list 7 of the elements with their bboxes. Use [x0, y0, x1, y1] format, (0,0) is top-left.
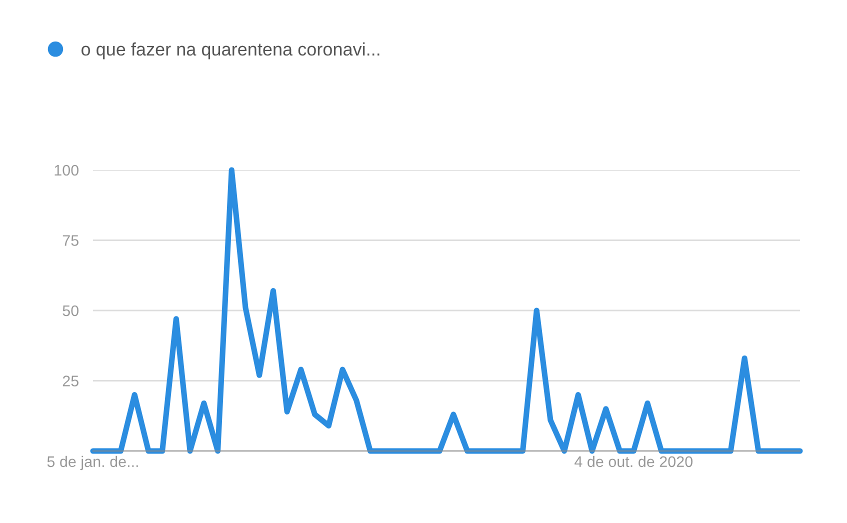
- y-tick-label: 75: [62, 235, 78, 246]
- x-tick-label: 4 de out. de 2020: [574, 456, 693, 468]
- y-tick-label: 25: [62, 376, 78, 386]
- legend-label: o que fazer na quarentena coronavi...: [82, 42, 380, 60]
- x-tick-label: 5 de jan. de...: [47, 456, 138, 470]
- y-tick-label: 100: [54, 164, 79, 176]
- y-tick-label: 50: [62, 305, 79, 316]
